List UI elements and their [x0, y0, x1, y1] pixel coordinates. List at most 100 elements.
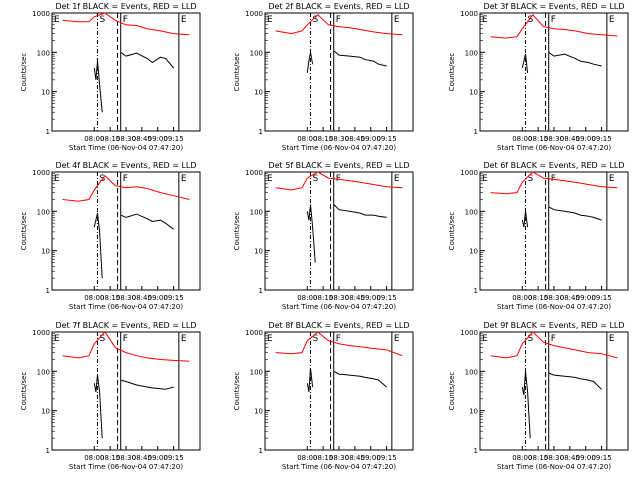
x-axis-label: Start Time (06-Nov-04 07:47:20): [69, 463, 183, 471]
y-tick-label: 100: [250, 49, 263, 57]
x-tick-label: 09:15: [591, 454, 611, 462]
y-axis-label: Counts/sec: [233, 53, 241, 92]
y-tick-label: 1: [46, 447, 50, 455]
x-tick-label: 08:45: [132, 135, 152, 143]
interval-marker-s: S: [527, 334, 533, 344]
plot-frame: [264, 331, 414, 451]
chart-panel-3: Det 3f BLACK = Events, RED = LLD 1 10 100 10…: [448, 2, 629, 152]
series-line-events: [93, 375, 174, 439]
y-tick-label: 1: [46, 287, 50, 295]
x-tick-label: 08:15: [100, 135, 120, 143]
y-axis-label: Counts/sec: [233, 372, 241, 411]
x-tick-label: 08:00: [297, 294, 317, 302]
x-tick-label: 09:15: [591, 294, 611, 302]
interval-marker-s: S: [99, 334, 105, 344]
interval-marker-f: F: [551, 15, 556, 25]
chart-title: Det 5f BLACK = Events, RED = LLD: [268, 161, 409, 170]
chart-title: Det 7f BLACK = Events, RED = LLD: [55, 321, 196, 330]
x-tick-label: 09:15: [591, 135, 611, 143]
interval-marker-e: E: [267, 174, 273, 184]
y-tick-label: 10: [41, 89, 50, 97]
x-tick-label: 08:15: [313, 294, 333, 302]
y-tick-label: 1000: [32, 329, 50, 337]
interval-marker-f: F: [336, 334, 341, 344]
plot-frame: [479, 171, 629, 291]
x-tick-label: 08:45: [345, 135, 365, 143]
x-tick-label: 08:15: [528, 454, 548, 462]
x-tick-label: 08:00: [512, 294, 532, 302]
series-line-events: [521, 206, 602, 228]
x-tick-label: 08:00: [84, 135, 104, 143]
y-tick-label: 1000: [245, 10, 263, 18]
plot-frame: [479, 331, 629, 451]
x-tick-label: 09:15: [376, 454, 396, 462]
x-tick-label: 09:15: [163, 454, 183, 462]
x-tick-label: 09:15: [376, 294, 396, 302]
chart-panel-4: Det 4f BLACK = Events, RED = LLD 1 10 100 10…: [20, 161, 201, 311]
interval-marker-e: E: [267, 334, 273, 344]
series-line-events: [306, 368, 387, 392]
interval-marker-e: E: [609, 334, 615, 344]
chart-title: Det 1f BLACK = Events, RED = LLD: [55, 2, 196, 11]
interval-marker-s: S: [312, 15, 318, 25]
y-tick-label: 1: [259, 447, 263, 455]
interval-marker-e: E: [609, 15, 615, 25]
y-tick-label: 1: [474, 128, 478, 136]
x-tick-label: 09:00: [361, 135, 381, 143]
x-tick-label: 08:30: [544, 135, 564, 143]
series-line-events: [306, 50, 387, 73]
series-line-events: [521, 371, 602, 439]
chart-title: Det 2f BLACK = Events, RED = LLD: [268, 2, 409, 11]
series-line-lld: [490, 171, 618, 195]
x-tick-label: 09:15: [376, 135, 396, 143]
interval-marker-f: F: [123, 334, 128, 344]
y-axis-label: Counts/sec: [20, 212, 28, 251]
y-tick-label: 100: [465, 208, 478, 216]
x-tick-label: 08:30: [116, 454, 136, 462]
x-tick-label: 08:15: [528, 135, 548, 143]
x-tick-label: 08:15: [528, 294, 548, 302]
y-tick-label: 100: [37, 49, 50, 57]
series-line-lld: [62, 175, 190, 202]
chart-title: Det 6f BLACK = Events, RED = LLD: [483, 161, 624, 170]
chart-panel-2: Det 2f BLACK = Events, RED = LLD 1 10 100 10…: [233, 2, 414, 152]
plot-frame: [264, 12, 414, 132]
y-tick-label: 1000: [32, 10, 50, 18]
x-axis-label: Start Time (06-Nov-04 07:47:20): [282, 463, 396, 471]
plot-frame: [479, 12, 629, 132]
x-tick-label: 08:45: [560, 454, 580, 462]
x-tick-label: 09:00: [148, 135, 168, 143]
interval-marker-s: S: [312, 334, 318, 344]
x-tick-label: 08:30: [116, 135, 136, 143]
y-tick-label: 100: [250, 208, 263, 216]
x-tick-label: 08:00: [84, 454, 104, 462]
y-tick-label: 10: [41, 408, 50, 416]
plot-frame: [51, 331, 201, 451]
chart-panel-5: Det 5f BLACK = Events, RED = LLD 1 10 100 10…: [233, 161, 414, 311]
x-tick-label: 09:00: [361, 454, 381, 462]
chart-panel-1: Det 1f BLACK = Events, RED = LLD 1 10 100 10…: [20, 2, 201, 152]
x-axis-label: Start Time (06-Nov-04 07:47:20): [497, 463, 611, 471]
x-tick-label: 09:00: [361, 294, 381, 302]
y-tick-label: 1000: [245, 329, 263, 337]
y-axis-label: Counts/sec: [448, 372, 456, 411]
interval-marker-e: E: [267, 15, 273, 25]
x-axis-label: Start Time (06-Nov-04 07:47:20): [282, 144, 396, 152]
y-axis-label: Counts/sec: [448, 212, 456, 251]
series-line-lld: [275, 14, 403, 36]
chart-panel-9: Det 9f BLACK = Events, RED = LLD 1 10 100 10…: [448, 321, 629, 471]
y-tick-label: 1000: [460, 10, 478, 18]
y-axis-label: Counts/sec: [233, 212, 241, 251]
y-tick-label: 10: [469, 89, 478, 97]
x-tick-label: 08:45: [132, 454, 152, 462]
series-line-events: [93, 51, 174, 113]
interval-marker-e: E: [609, 174, 615, 184]
x-tick-label: 08:00: [297, 135, 317, 143]
x-tick-label: 08:15: [313, 135, 333, 143]
interval-marker-e: E: [482, 174, 488, 184]
x-tick-label: 08:00: [512, 135, 532, 143]
y-tick-label: 10: [469, 408, 478, 416]
interval-marker-e: E: [482, 15, 488, 25]
x-tick-label: 08:30: [544, 454, 564, 462]
chart-title: Det 4f BLACK = Events, RED = LLD: [55, 161, 196, 170]
